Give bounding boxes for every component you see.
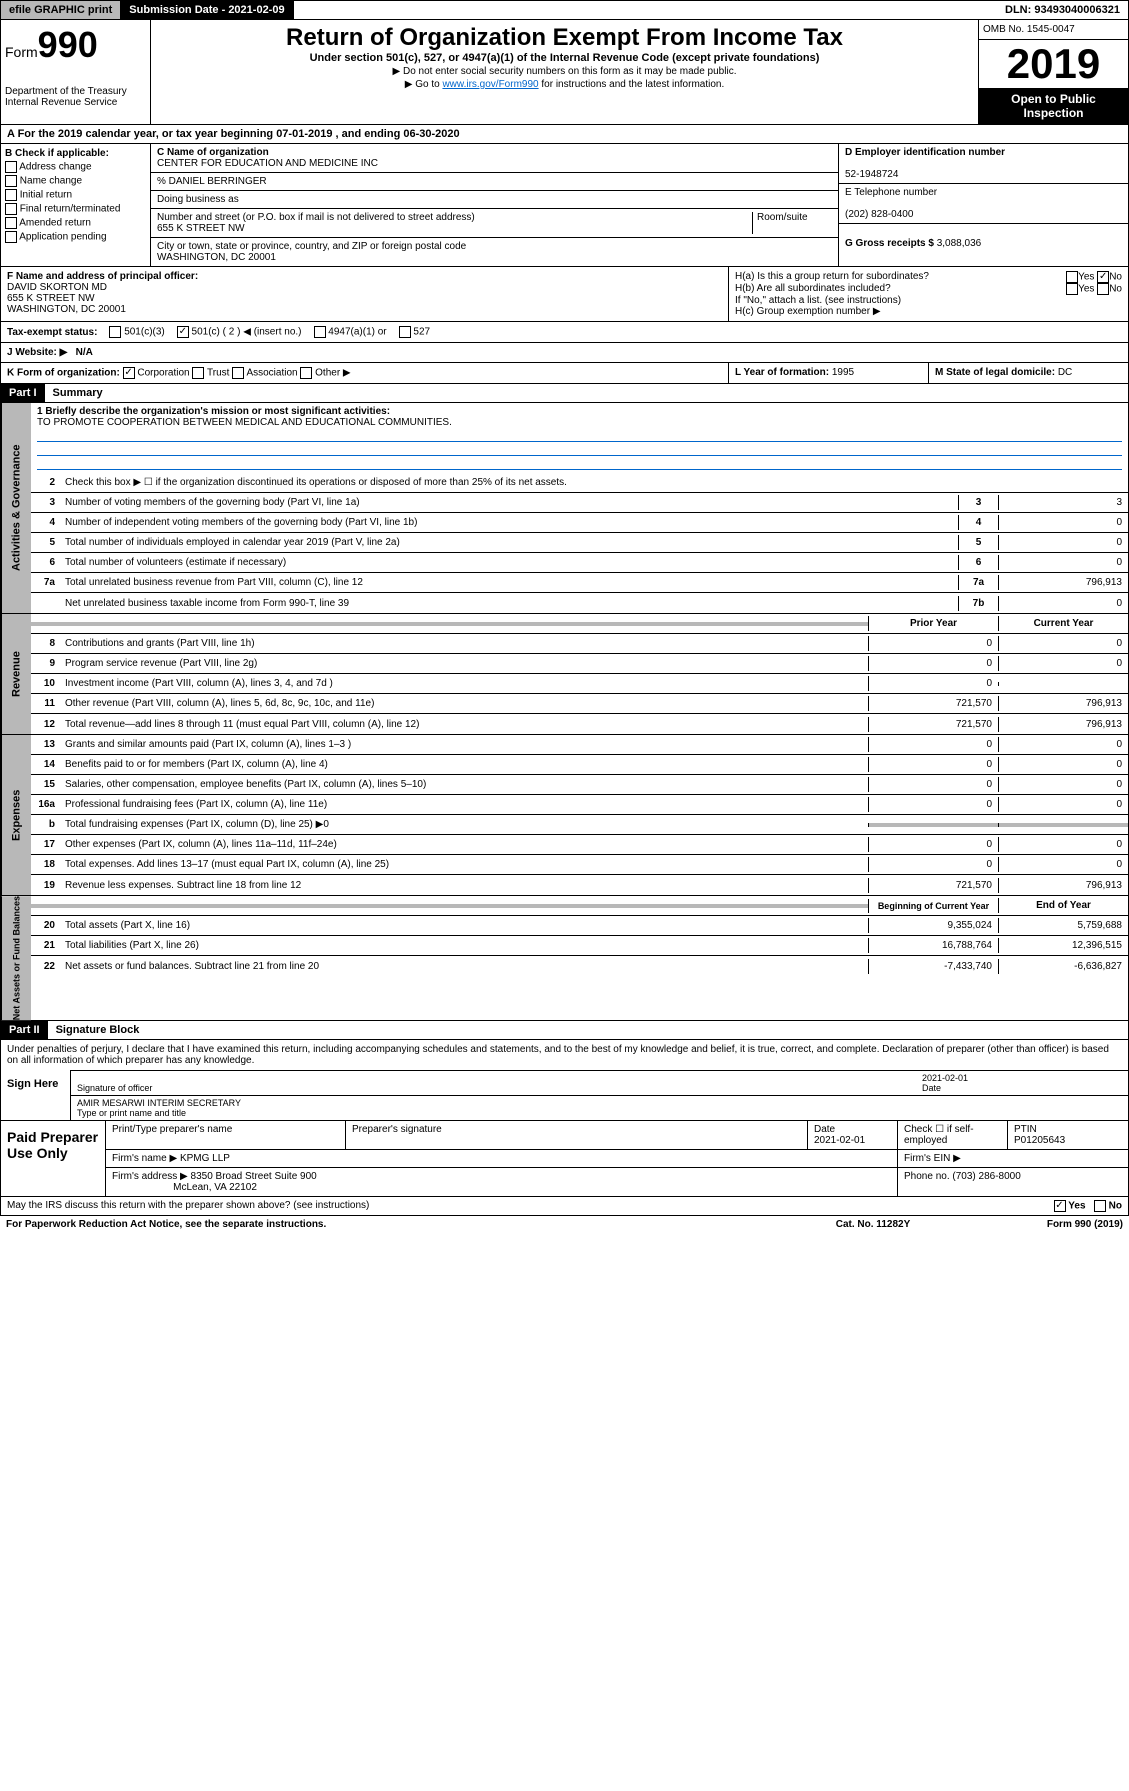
part2-label: Part II [1,1021,48,1039]
perjury-text: Under penalties of perjury, I declare th… [1,1040,1128,1070]
dln: DLN: 93493040006321 [997,1,1128,19]
care-of: % DANIEL BERRINGER [151,173,838,191]
gross-receipts: 3,088,036 [937,238,982,249]
form-number: 990 [38,24,98,65]
form-header: Form990 Department of the Treasury Inter… [0,20,1129,125]
dba: Doing business as [151,191,838,209]
city: WASHINGTON, DC 20001 [157,252,276,263]
omb-number: OMB No. 1545-0047 [979,20,1128,40]
firm-name: KPMG LLP [180,1153,230,1164]
open-public: Open to Public Inspection [979,88,1128,124]
address: 655 K STREET NW [157,223,245,234]
tax-year: 2019 [979,40,1128,88]
form-title: Return of Organization Exempt From Incom… [155,24,974,52]
dept: Department of the Treasury Internal Reve… [5,86,146,108]
preparer-phone: (703) 286-8000 [952,1171,1020,1182]
part2-title: Signature Block [48,1021,148,1039]
instruction-2: ▶ Go to www.irs.gov/Form990 for instruct… [155,79,974,90]
part1-title: Summary [45,384,111,402]
mission-text: TO PROMOTE COOPERATION BETWEEN MEDICAL A… [37,417,452,428]
ein: 52-1948724 [845,169,898,180]
efile-label[interactable]: efile GRAPHIC print [1,1,121,19]
section-k: K Form of organization: Corporation Trus… [1,363,728,383]
side-expenses: Expenses [1,735,31,895]
website-row: J Website: ▶ N/A [0,343,1129,363]
phone: (202) 828-0400 [845,209,913,220]
section-f: F Name and address of principal officer:… [1,267,728,321]
irs-link[interactable]: www.irs.gov/Form990 [442,79,538,90]
footer: For Paperwork Reduction Act Notice, see … [0,1216,1129,1233]
section-b: B Check if applicable: Address change Na… [1,144,151,266]
top-bar: efile GRAPHIC print Submission Date - 20… [0,0,1129,20]
paid-preparer-label: Paid Preparer Use Only [1,1121,106,1196]
side-netassets: Net Assets or Fund Balances [1,896,31,1020]
section-l: L Year of formation: 1995 [728,363,928,383]
section-h: H(a) Is this a group return for subordin… [728,267,1128,321]
part1-label: Part I [1,384,45,402]
ptin: P01205643 [1014,1135,1065,1146]
form-subtitle: Under section 501(c), 527, or 4947(a)(1)… [155,52,974,64]
tax-exempt-row: Tax-exempt status: 501(c)(3) 501(c) ( 2 … [0,322,1129,343]
form-prefix: Form [5,44,38,60]
officer-name: AMIR MESARWI INTERIM SECRETARY [77,1098,241,1108]
instruction-1: ▶ Do not enter social security numbers o… [155,66,974,77]
period-row: A For the 2019 calendar year, or tax yea… [0,125,1129,144]
discuss-row: May the IRS discuss this return with the… [0,1197,1129,1216]
side-revenue: Revenue [1,614,31,734]
section-m: M State of legal domicile: DC [928,363,1128,383]
sign-here: Sign Here [1,1070,71,1120]
submission-date: Submission Date - 2021-02-09 [121,1,293,19]
side-governance: Activities & Governance [1,403,31,613]
org-name: CENTER FOR EDUCATION AND MEDICINE INC [157,158,378,169]
